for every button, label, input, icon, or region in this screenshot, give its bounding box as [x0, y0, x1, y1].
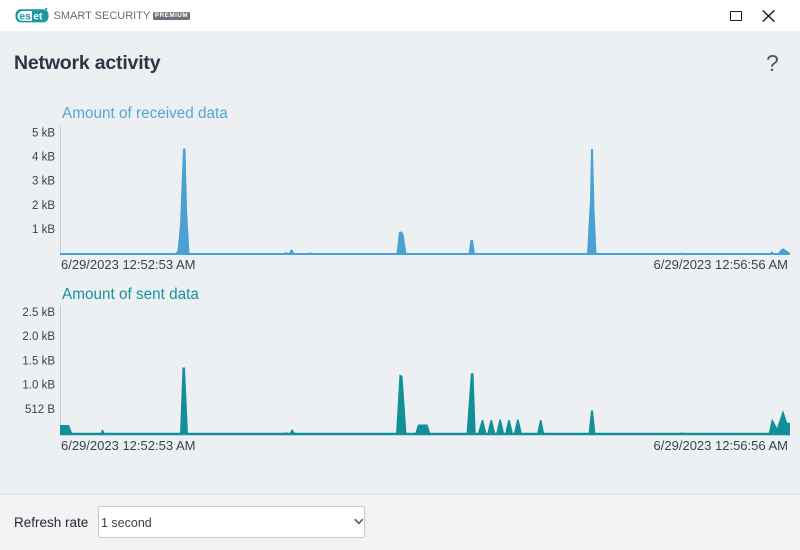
svg-text:3 kB: 3 kB: [32, 176, 55, 188]
svg-text:5 kB: 5 kB: [32, 128, 55, 140]
svg-text:512 B: 512 B: [25, 404, 55, 416]
svg-text:6/29/2023 12:56:56 AM: 6/29/2023 12:56:56 AM: [654, 438, 788, 453]
svg-text:6/29/2023 12:56:56 AM: 6/29/2023 12:56:56 AM: [654, 257, 788, 272]
svg-text:Amount of received data: Amount of received data: [62, 105, 228, 122]
svg-text:1.5 kB: 1.5 kB: [22, 356, 55, 368]
svg-text:2.0 kB: 2.0 kB: [22, 331, 55, 343]
svg-text:et: et: [33, 11, 43, 23]
svg-text:2 kB: 2 kB: [32, 200, 55, 212]
svg-text:4 kB: 4 kB: [32, 152, 55, 164]
svg-text:Amount of sent data: Amount of sent data: [62, 286, 199, 303]
svg-text:1.0 kB: 1.0 kB: [22, 380, 55, 392]
svg-text:2.5 kB: 2.5 kB: [22, 307, 55, 319]
svg-text:1 kB: 1 kB: [32, 224, 55, 236]
svg-text:6/29/2023 12:52:53 AM: 6/29/2023 12:52:53 AM: [61, 438, 195, 453]
svg-text:es: es: [19, 11, 31, 23]
svg-text:6/29/2023 12:52:53 AM: 6/29/2023 12:52:53 AM: [61, 257, 195, 272]
